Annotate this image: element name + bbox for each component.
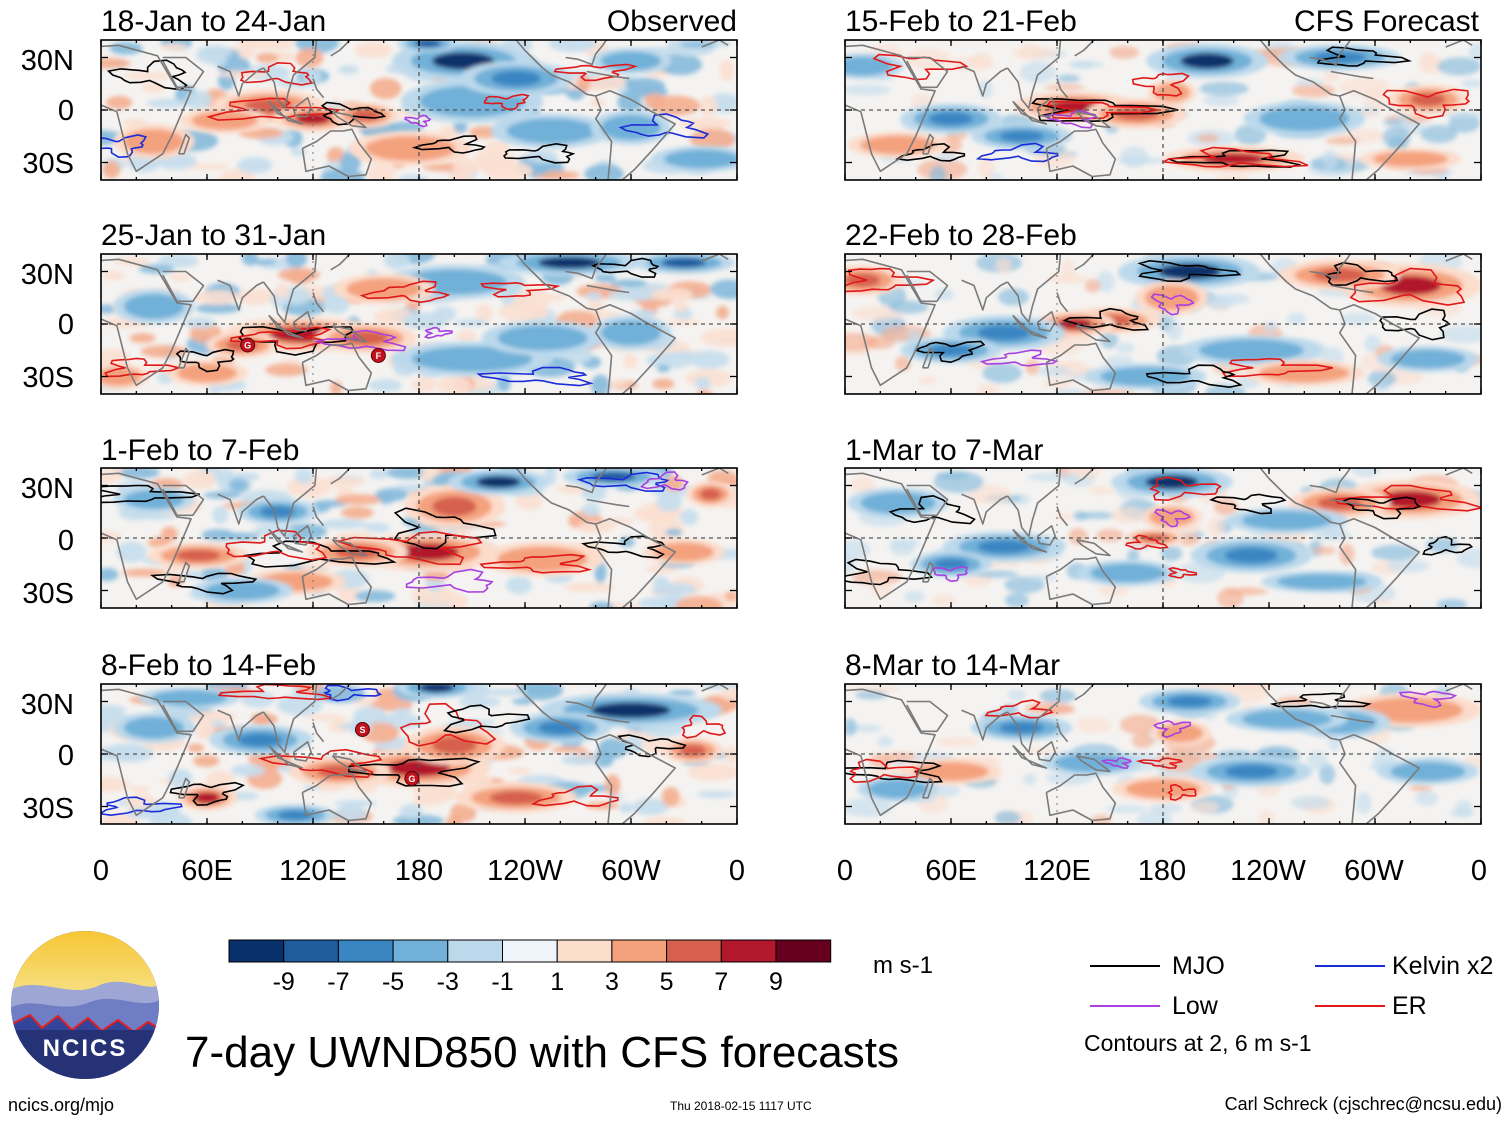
column-header-forecast: CFS Forecast (1294, 5, 1480, 38)
colorbar-swatch (283, 939, 339, 963)
lat-label-eq: 0 (58, 309, 74, 341)
lat-label-30s: 30S (22, 148, 74, 180)
colorbar-swatch (337, 939, 394, 963)
lat-labels-2: 30N 0 30S (21, 259, 74, 394)
lat-labels-3: 30N 0 30S (21, 473, 74, 610)
legend-label-low: Low (1172, 992, 1218, 1020)
colorbar-units: m s-1 (873, 952, 933, 979)
svg-text:F: F (376, 351, 382, 361)
panel-title-forecast-1: 15-Feb to 21-Feb (845, 5, 1077, 38)
lon-label: 60E (181, 855, 233, 887)
lat-label-30s: 30S (22, 578, 74, 610)
panel-title-observed-3: 1-Feb to 7-Feb (101, 434, 299, 467)
colorbar-swatch (775, 939, 832, 963)
svg-text:G: G (244, 341, 251, 351)
site-link[interactable]: ncics.org/mjo (8, 1095, 115, 1115)
lon-label: 0 (93, 855, 109, 887)
panel-title-observed-2: 25-Jan to 31-Jan (101, 219, 326, 252)
panel-forecast-1 (844, 39, 1482, 181)
panel-title-forecast-2: 22-Feb to 28-Feb (845, 219, 1077, 252)
panel-forecast-3 (844, 467, 1482, 609)
lon-label: 180 (1138, 855, 1186, 887)
logo-text: NCICS (43, 1035, 128, 1062)
lon-labels-observed: 0 60E 120E 180 120W 60W 0 (93, 855, 745, 887)
legend-label-er: ER (1392, 992, 1427, 1020)
panel-observed-2: GF (100, 253, 738, 395)
lat-label-30s: 30S (22, 793, 74, 825)
timestamp: Thu 2018-02-15 1117 UTC (670, 1099, 812, 1113)
lon-label: 120E (1023, 855, 1091, 887)
colorbar-swatch (392, 939, 449, 963)
lon-label: 0 (1471, 855, 1487, 887)
storm-marker: G (404, 771, 420, 786)
colorbar-tick-label: -3 (437, 968, 459, 996)
lon-label: 0 (729, 855, 745, 887)
lat-label-30n: 30N (21, 689, 74, 721)
colorbar-swatch (611, 939, 668, 963)
lat-label-30n: 30N (21, 259, 74, 291)
lon-label: 120W (1230, 855, 1306, 887)
lon-label: 60E (925, 855, 977, 887)
lon-labels-forecast: 0 60E 120E 180 120W 60W 0 (837, 855, 1487, 887)
lat-labels-1: 30N 0 30S (21, 45, 74, 180)
panel-title-forecast-4: 8-Mar to 14-Mar (845, 649, 1060, 682)
panel-observed-3 (100, 467, 738, 609)
author-credit: Carl Schreck (cjschrec@ncsu.edu) (1224, 1094, 1502, 1114)
colorbar-tick-label: -1 (491, 968, 513, 996)
colorbar-swatch (720, 939, 777, 963)
svg-text:G: G (408, 774, 415, 784)
colorbar-tick-label: -5 (382, 968, 404, 996)
colorbar-tick-label: -7 (327, 968, 349, 996)
storm-marker: F (370, 348, 386, 363)
colorbar-tick-label: 3 (605, 968, 619, 996)
svg-text:S: S (359, 725, 365, 735)
colorbar: -9 -7 -5 -3 -1 1 3 5 7 9 (228, 939, 832, 996)
lat-label-30n: 30N (21, 45, 74, 77)
contour-note: Contours at 2, 6 m s-1 (1084, 1030, 1312, 1056)
ncics-logo[interactable]: NCICS (10, 930, 160, 1080)
lat-labels-4: 30N 0 30S (21, 689, 74, 825)
colorbar-swatch (666, 939, 722, 963)
colorbar-tick-label: 1 (550, 968, 564, 996)
colorbar-tick-label: 7 (714, 968, 728, 996)
colorbar-tick-label: 5 (660, 968, 674, 996)
storm-marker: G (240, 337, 256, 353)
panel-observed-4: SG (100, 683, 738, 825)
storm-marker: S (354, 722, 370, 737)
lon-label: 120W (487, 855, 563, 887)
lat-label-eq: 0 (58, 740, 74, 772)
lon-label: 0 (837, 855, 853, 887)
legend-label-mjo: MJO (1172, 952, 1225, 980)
colorbar-swatch (228, 939, 285, 963)
lon-label: 180 (395, 855, 443, 887)
lat-label-30s: 30S (22, 362, 74, 394)
colorbar-tick-label: -9 (273, 968, 295, 996)
lon-label: 120E (279, 855, 347, 887)
colorbar-swatch (502, 939, 558, 963)
panel-forecast-4 (844, 683, 1482, 825)
colorbar-swatch (447, 939, 503, 963)
panel-title-observed-4: 8-Feb to 14-Feb (101, 649, 316, 682)
panel-forecast-2 (844, 253, 1482, 395)
figure-title: 7-day UWND850 with CFS forecasts (185, 1028, 899, 1077)
colorbar-swatch (556, 939, 613, 963)
lon-label: 60W (601, 855, 661, 887)
legend-label-kelvin: Kelvin x2 (1392, 952, 1494, 980)
legend (1090, 965, 1385, 1007)
colorbar-tick-label: 9 (769, 968, 783, 996)
panel-title-observed-1: 18-Jan to 24-Jan (101, 5, 326, 38)
column-header-observed: Observed (607, 5, 737, 38)
panel-title-forecast-3: 1-Mar to 7-Mar (845, 434, 1043, 467)
lat-label-eq: 0 (58, 525, 74, 557)
lat-label-eq: 0 (58, 95, 74, 127)
panel-observed-1 (100, 39, 738, 181)
lat-label-30n: 30N (21, 473, 74, 505)
lon-label: 60W (1344, 855, 1404, 887)
